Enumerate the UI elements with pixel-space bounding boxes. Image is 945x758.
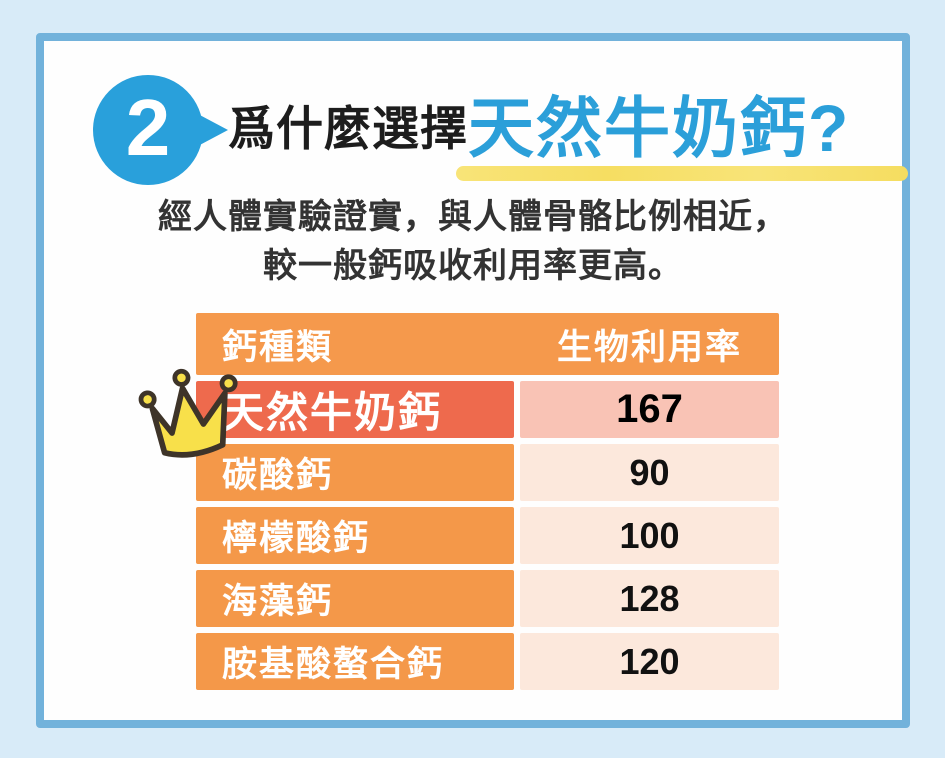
table-row: 海藻鈣 128 [196, 570, 779, 627]
title-highlight-underline [456, 166, 908, 181]
row-label-cell: 天然牛奶鈣 [196, 381, 514, 438]
row-value-cell: 128 [520, 570, 779, 627]
row-value-cell: 167 [520, 381, 779, 438]
crown-icon [138, 368, 238, 458]
row-label-cell: 胺基酸螯合鈣 [196, 633, 514, 690]
page-title: 爲什麼選擇 天然牛奶鈣? [228, 91, 851, 166]
badge-pointer-icon [196, 113, 228, 147]
row-value-cell: 100 [520, 507, 779, 564]
subtitle-line-2: 較一般鈣吸收利用率更高。 [263, 247, 683, 285]
table-row: 胺基酸螯合鈣 120 [196, 633, 779, 690]
row-value-cell: 90 [520, 444, 779, 501]
table-header: 鈣種類 生物利用率 [196, 313, 779, 375]
row-label-cell: 檸檬酸鈣 [196, 507, 514, 564]
step-number: 2 [125, 83, 171, 172]
column-header-calcium-type: 鈣種類 [222, 327, 334, 367]
table-row: 碳酸鈣 90 [196, 444, 779, 501]
bioavailability-table: 鈣種類 生物利用率 天然牛奶鈣 167 碳酸鈣 90 檸檬酸鈣 100 海藻鈣 … [196, 313, 779, 690]
title-prefix: 爲什麼選擇 [228, 102, 468, 156]
title-highlight: 天然牛奶鈣? [468, 91, 851, 165]
table-row: 檸檬酸鈣 100 [196, 507, 779, 564]
subtitle-line-1: 經人體實驗證實，與人體骨骼比例相近， [158, 198, 788, 236]
row-label-cell: 碳酸鈣 [196, 444, 514, 501]
row-label-cell: 海藻鈣 [196, 570, 514, 627]
column-header-bioavailability: 生物利用率 [556, 327, 742, 367]
table-row: 天然牛奶鈣 167 [196, 381, 779, 438]
step-badge: 2 [93, 75, 203, 185]
row-value-cell: 120 [520, 633, 779, 690]
subtitle: 經人體實驗證實，與人體骨骼比例相近， 較一般鈣吸收利用率更高。 [36, 193, 910, 291]
